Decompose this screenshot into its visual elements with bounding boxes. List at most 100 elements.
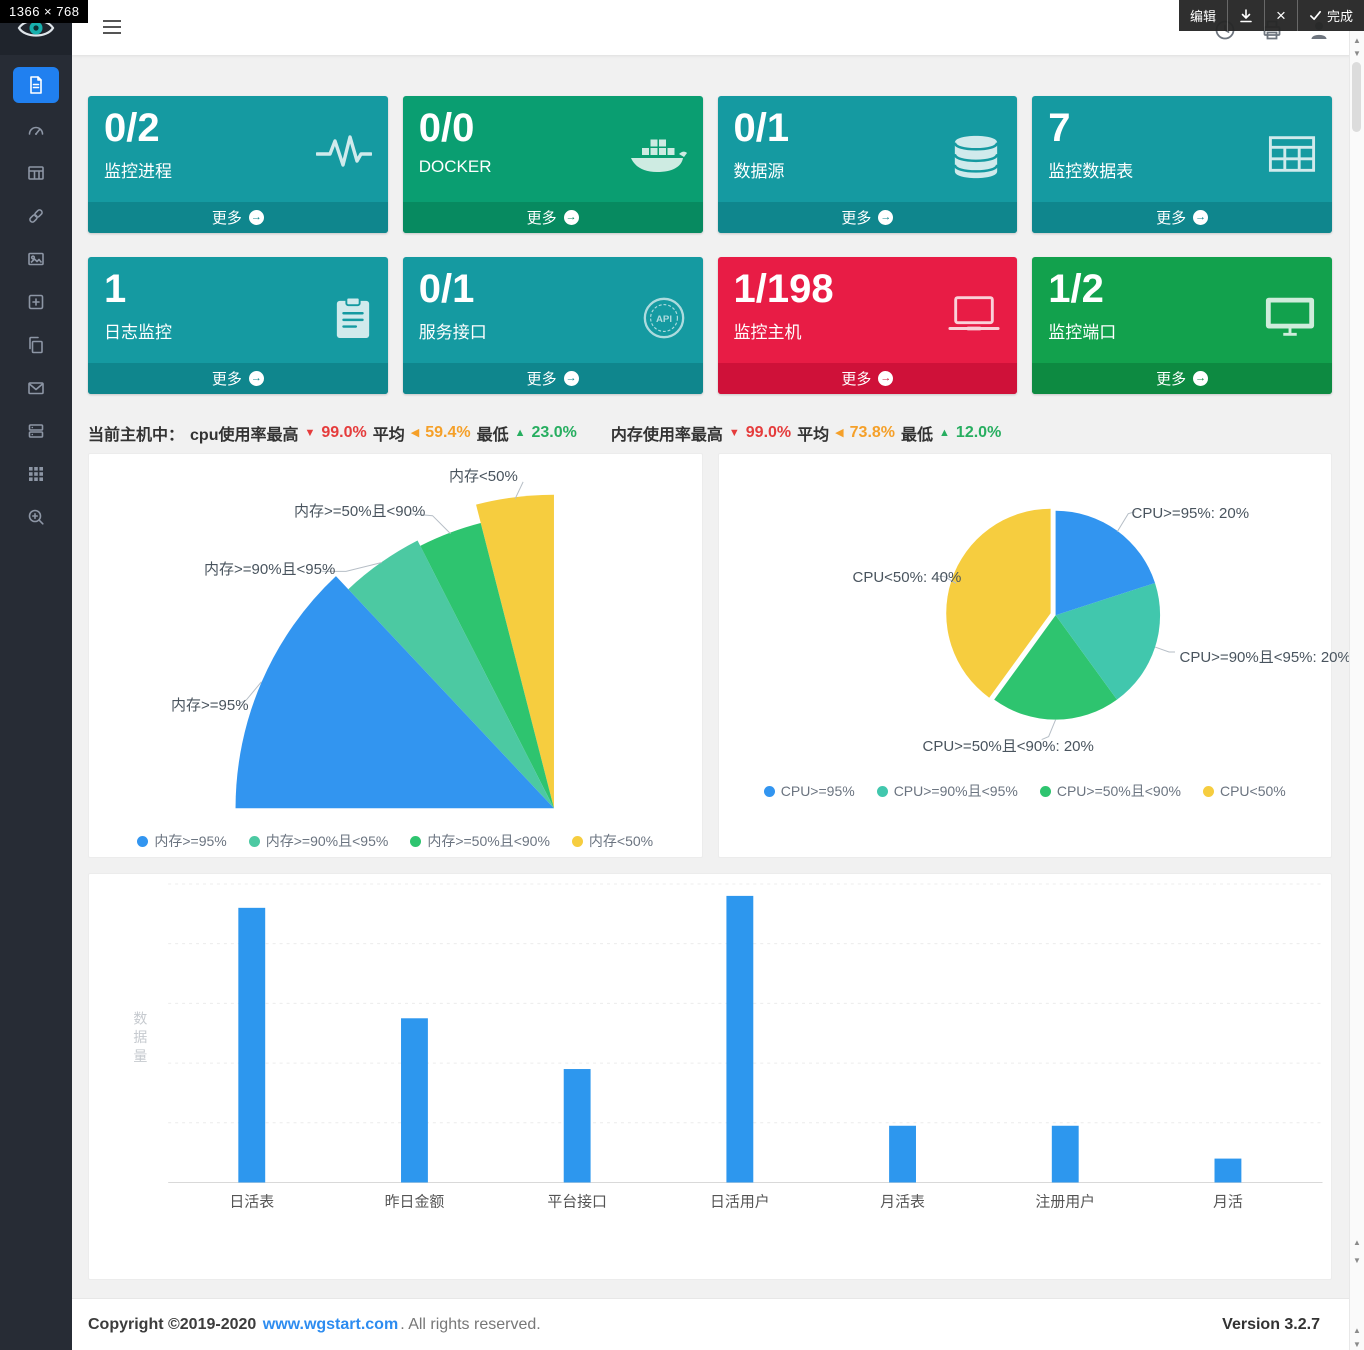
card-label: 数据源 <box>733 162 785 181</box>
pie-label-cpu-95: CPU>=95%: 20% <box>1131 505 1250 522</box>
copyright-text: Copyright ©2019-2020 www.wgstart.com. Al… <box>88 1316 541 1334</box>
scroll-down-icon[interactable]: ▼ <box>1353 49 1361 58</box>
close-button[interactable]: × <box>1264 0 1297 31</box>
more-label: 更多 <box>841 371 872 388</box>
card-label: 监控进程 <box>104 162 172 181</box>
clipboard-icon <box>334 295 372 346</box>
card-docker: 0/0 DOCKER 更多 → <box>402 96 703 233</box>
card-monitored-ports: 1/2 监控端口 更多 → <box>1032 257 1332 394</box>
card-body: 1/2 监控端口 <box>1032 257 1332 363</box>
more-button[interactable]: 更多 → <box>88 363 388 394</box>
image-icon <box>28 252 44 265</box>
sidebar-item-apps[interactable] <box>13 457 59 490</box>
scroll-up-icon[interactable]: ▲ <box>1353 1238 1361 1247</box>
bar-chart-card: 日活表 昨日金额 平台接口 日活用户 月活表 注册用户 月活 数据量 <box>88 873 1332 1280</box>
down-triangle-icon: ▼ <box>728 426 740 439</box>
legend-item[interactable]: 内存>=95% <box>137 831 227 851</box>
sidebar-item-copy[interactable] <box>13 328 59 361</box>
arrow-circle-icon: → <box>248 210 264 225</box>
card-monitored-hosts: 1/198 监控主机 更多 → <box>717 257 1018 394</box>
chart-row: 内存<50% 内存>=50%且<90% 内存>=90%且<95% 内存>=95%… <box>88 453 1351 858</box>
summary-prefix: 当前主机中： <box>88 427 185 444</box>
data-volume-bar-chart: 日活表 昨日金额 平台接口 日活用户 月活表 注册用户 月活 数据量 <box>133 883 1323 1210</box>
cpu-chart-legend[interactable]: CPU>=95% CPU>=90%且<95% CPU>=50%且<90% CPU<50… <box>719 781 1332 801</box>
database-icon <box>951 134 1001 185</box>
legend-item[interactable]: CPU>=95% <box>763 783 855 799</box>
left-triangle-icon: ◀ <box>835 426 844 439</box>
card-label: DOCKER <box>418 157 492 176</box>
legend-item[interactable]: 内存>=90%且<95% <box>248 831 388 851</box>
svg-text:数据量: 数据量 <box>133 1010 147 1064</box>
pie-label-cpu-lt50: CPU<50%: 40% <box>852 569 962 586</box>
api-badge-icon: API <box>641 295 687 346</box>
cpu-min-value: 23.0% <box>531 424 577 441</box>
left-triangle-icon: ◀ <box>410 426 420 439</box>
scroll-thumb[interactable] <box>1352 62 1361 132</box>
more-button[interactable]: 更多 → <box>1032 363 1332 394</box>
sidebar-item-tables[interactable] <box>13 156 59 189</box>
sidebar-item-add[interactable] <box>13 285 59 318</box>
card-body: 0/2 监控进程 <box>88 96 388 202</box>
up-triangle-icon: ▲ <box>939 426 950 439</box>
monitor-icon <box>1264 295 1316 342</box>
menu-toggle-button[interactable] <box>103 20 121 38</box>
scroll-down-icon[interactable]: ▼ <box>1353 1340 1361 1349</box>
memory-fan-chart <box>235 481 554 809</box>
card-value: 1 <box>104 267 127 311</box>
card-value: 0/1 <box>418 267 475 311</box>
more-button[interactable]: 更多 → <box>1032 202 1332 233</box>
scrollbar[interactable]: ▲ ▼ ▲ ▼ ▲ ▼ <box>1349 0 1364 1350</box>
done-button[interactable]: 完成 <box>1296 0 1364 31</box>
scroll-up-icon[interactable]: ▲ <box>1353 36 1361 45</box>
fan-label-mem-95: 内存>=95% <box>171 697 249 714</box>
download-button[interactable] <box>1227 0 1264 31</box>
gauge-icon <box>28 126 44 135</box>
card-body: 0/1 数据源 <box>718 96 1018 202</box>
wgstart-link[interactable]: www.wgstart.com <box>262 1315 399 1333</box>
card-label: 监控端口 <box>1048 323 1117 342</box>
sidebar-item-mail[interactable] <box>13 371 59 404</box>
mail-icon <box>28 381 44 394</box>
laptop-icon <box>947 295 1001 340</box>
card-label: 日志监控 <box>104 323 172 342</box>
sidebar-item-links[interactable] <box>13 199 59 232</box>
legend-item[interactable]: CPU>=90%且<95% <box>876 781 1018 801</box>
more-button[interactable]: 更多 → <box>88 202 388 233</box>
card-body: 7 监控数据表 <box>1032 96 1332 202</box>
card-value: 0/1 <box>733 106 790 150</box>
card-value: 1/198 <box>733 267 834 311</box>
card-body: 1/198 监控主机 <box>718 257 1018 363</box>
topbar <box>72 0 1364 55</box>
arrow-circle-icon: → <box>563 210 579 225</box>
sidebar-item-servers[interactable] <box>13 414 59 447</box>
cpu-pie-chart-card: CPU>=95%: 20% CPU>=90%且<95%: 20% CPU>=50… <box>717 453 1351 858</box>
scroll-down-icon[interactable]: ▼ <box>1353 1256 1361 1265</box>
card-label: 监控数据表 <box>1048 162 1134 181</box>
svg-text:日活用户: 日活用户 <box>710 1193 770 1210</box>
more-button[interactable]: 更多 → <box>717 363 1018 394</box>
memory-chart-legend[interactable]: 内存>=95% 内存>=90%且<95% 内存>=50%且<90% 内存<50% <box>89 831 702 851</box>
fan-label-mem-50-90: 内存>=50%且<90% <box>294 503 426 520</box>
sidebar-item-dashboard[interactable] <box>13 113 59 146</box>
cpu-pie-chart <box>937 508 1175 741</box>
sidebar-item-search[interactable] <box>13 500 59 533</box>
docker-icon <box>629 134 687 181</box>
legend-item[interactable]: 内存<50% <box>571 831 653 851</box>
more-button[interactable]: 更多 → <box>402 363 703 394</box>
apps-grid-icon <box>29 466 43 481</box>
card-value: 0/2 <box>104 106 160 150</box>
more-button[interactable]: 更多 → <box>402 202 703 233</box>
card-monitored-tables: 7 监控数据表 更多 → <box>1032 96 1332 233</box>
scroll-up-icon[interactable]: ▲ <box>1353 1326 1361 1335</box>
legend-item[interactable]: 内存>=50%且<90% <box>410 831 550 851</box>
legend-item[interactable]: CPU>=50%且<90% <box>1039 781 1181 801</box>
sidebar-item-images[interactable] <box>13 242 59 275</box>
legend-item[interactable]: CPU<50% <box>1202 783 1286 799</box>
edit-button[interactable]: 编辑 <box>1190 9 1217 24</box>
sidebar-item-overview[interactable] <box>13 67 59 103</box>
mem-avg-value: 73.8% <box>849 424 896 441</box>
table-icon <box>28 165 44 180</box>
card-datasource: 0/1 数据源 更多 → <box>717 96 1018 233</box>
more-button[interactable]: 更多 → <box>717 202 1018 233</box>
